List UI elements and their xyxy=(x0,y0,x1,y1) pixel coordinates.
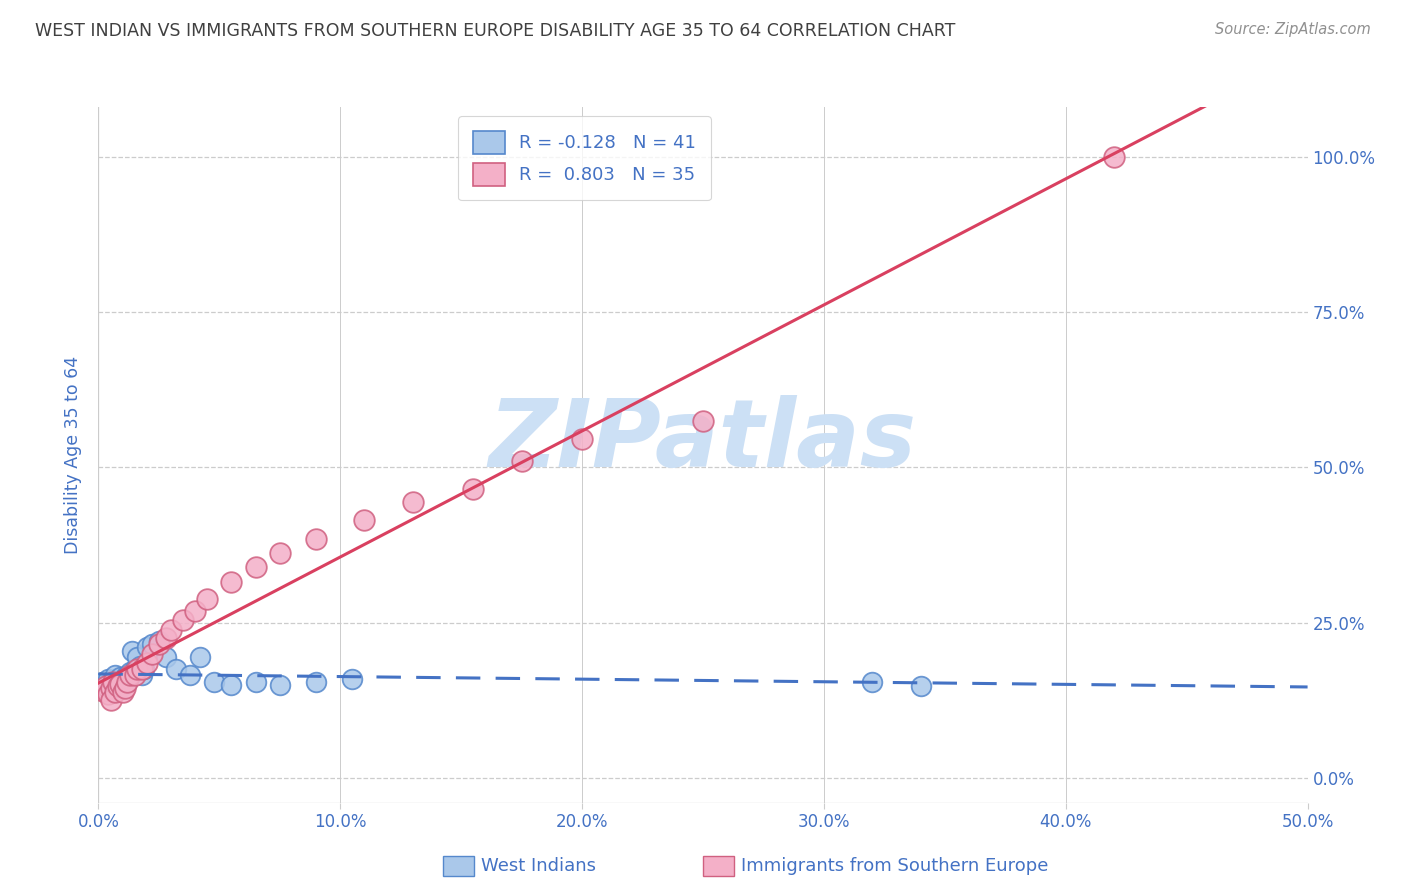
Point xyxy=(108,681,131,695)
Point xyxy=(305,532,328,546)
Point xyxy=(100,681,122,695)
Point xyxy=(97,687,120,701)
Point xyxy=(117,674,139,689)
Point xyxy=(127,662,149,676)
Point xyxy=(131,668,153,682)
Point xyxy=(111,673,134,687)
Point xyxy=(245,559,267,574)
Text: West Indians: West Indians xyxy=(481,857,596,875)
Point xyxy=(131,662,153,676)
Point xyxy=(107,679,129,693)
Point xyxy=(342,672,364,686)
Point xyxy=(141,647,163,661)
Point xyxy=(269,678,291,692)
Point xyxy=(118,668,141,682)
Point xyxy=(155,649,177,664)
Point xyxy=(127,649,149,664)
Point xyxy=(221,575,243,590)
Point xyxy=(134,662,156,676)
Point xyxy=(108,670,131,684)
Point xyxy=(101,674,124,689)
Point xyxy=(97,672,120,686)
Point xyxy=(121,643,143,657)
Legend: R = -0.128   N = 41, R =  0.803   N = 35: R = -0.128 N = 41, R = 0.803 N = 35 xyxy=(458,116,711,201)
Point xyxy=(94,679,117,693)
Point xyxy=(221,678,243,692)
Point xyxy=(135,640,157,655)
Point xyxy=(94,681,117,695)
Point xyxy=(571,433,593,447)
Point xyxy=(94,678,117,692)
Point xyxy=(91,674,114,689)
Point xyxy=(195,592,218,607)
Point xyxy=(100,693,122,707)
Point xyxy=(692,414,714,428)
Point xyxy=(141,637,163,651)
Point xyxy=(179,668,201,682)
Point xyxy=(104,685,127,699)
Point xyxy=(148,634,170,648)
Point xyxy=(510,454,533,468)
Point xyxy=(305,674,328,689)
Point xyxy=(100,674,122,689)
Point xyxy=(910,679,932,693)
Point xyxy=(101,679,124,693)
Point xyxy=(463,482,485,496)
Text: WEST INDIAN VS IMMIGRANTS FROM SOUTHERN EUROPE DISABILITY AGE 35 TO 64 CORRELATI: WEST INDIAN VS IMMIGRANTS FROM SOUTHERN … xyxy=(35,22,956,40)
Text: Immigrants from Southern Europe: Immigrants from Southern Europe xyxy=(741,857,1049,875)
Point xyxy=(188,649,211,664)
Point xyxy=(107,674,129,689)
Point xyxy=(107,679,129,693)
Point xyxy=(128,659,150,673)
Text: Source: ZipAtlas.com: Source: ZipAtlas.com xyxy=(1215,22,1371,37)
Point xyxy=(91,684,114,698)
Point xyxy=(860,674,883,689)
Point xyxy=(97,679,120,693)
Point xyxy=(184,605,207,619)
Point xyxy=(402,494,425,508)
Point xyxy=(1102,150,1125,164)
Point xyxy=(118,665,141,680)
Point xyxy=(108,676,131,690)
Point xyxy=(269,546,291,560)
Point xyxy=(135,656,157,670)
Point xyxy=(204,674,226,689)
Point xyxy=(101,673,124,687)
Point xyxy=(155,631,177,645)
Point xyxy=(148,637,170,651)
Point xyxy=(104,668,127,682)
Point xyxy=(104,676,127,690)
Point xyxy=(100,681,122,695)
Y-axis label: Disability Age 35 to 64: Disability Age 35 to 64 xyxy=(65,356,83,554)
Point xyxy=(353,513,375,527)
Point xyxy=(111,685,134,699)
Point xyxy=(165,662,187,676)
Point xyxy=(114,670,136,684)
Point xyxy=(245,674,267,689)
Point xyxy=(124,662,146,676)
Point xyxy=(172,613,194,627)
Point xyxy=(160,623,183,637)
Point xyxy=(124,668,146,682)
Point xyxy=(114,681,136,695)
Point xyxy=(117,674,139,689)
Text: ZIPatlas: ZIPatlas xyxy=(489,395,917,487)
Point xyxy=(117,668,139,682)
